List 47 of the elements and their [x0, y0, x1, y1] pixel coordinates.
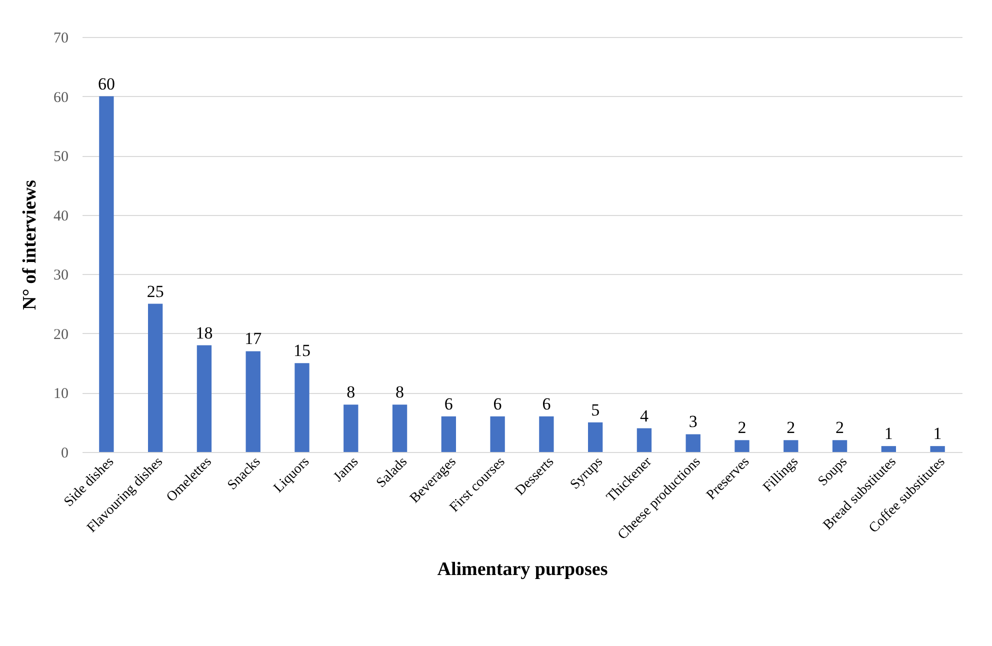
bar [881, 446, 896, 452]
bar [734, 440, 750, 452]
data-label: 6 [444, 394, 453, 414]
bar [539, 416, 554, 452]
y-axis-title: N° of interviews [20, 180, 40, 310]
data-label: 8 [396, 382, 404, 402]
bar [392, 404, 408, 452]
y-tick-label: 50 [54, 149, 68, 166]
bar [344, 404, 358, 452]
data-label: 4 [640, 406, 649, 426]
bar [99, 96, 114, 452]
y-tick-label: 0 [61, 446, 68, 462]
y-tick-label: 30 [54, 268, 68, 284]
bar [784, 440, 798, 452]
y-tick-label: 60 [54, 90, 68, 106]
bar [148, 304, 163, 452]
bar [441, 416, 456, 452]
data-label: 6 [493, 394, 502, 414]
data-label: 1 [884, 424, 893, 444]
bar [196, 345, 212, 452]
data-label: 18 [196, 323, 213, 342]
x-tick-label: Jams [331, 454, 362, 485]
data-label: 8 [346, 382, 356, 402]
data-label: 5 [591, 400, 600, 420]
data-label: 3 [688, 412, 698, 432]
data-label: 1 [933, 424, 942, 444]
y-tick-label: 70 [54, 30, 68, 46]
bar [294, 363, 310, 452]
data-label: 25 [146, 282, 164, 301]
bar [930, 446, 945, 452]
data-label: 2 [836, 418, 844, 438]
y-tick-label: 10 [54, 386, 68, 402]
bar [636, 428, 652, 452]
bar [832, 440, 848, 452]
bar [490, 416, 505, 452]
y-tick-label: 40 [54, 208, 68, 224]
data-label: 60 [98, 74, 115, 94]
x-axis-title: Alimentary purposes [437, 559, 608, 580]
bar [686, 434, 700, 452]
data-label: 17 [244, 329, 262, 348]
bar [246, 351, 260, 452]
data-label: 2 [738, 418, 746, 438]
data-label: 6 [542, 394, 551, 414]
data-label: 15 [294, 341, 310, 360]
data-label: 2 [786, 418, 796, 438]
y-tick-label: 20 [54, 326, 68, 343]
bar [588, 422, 603, 452]
